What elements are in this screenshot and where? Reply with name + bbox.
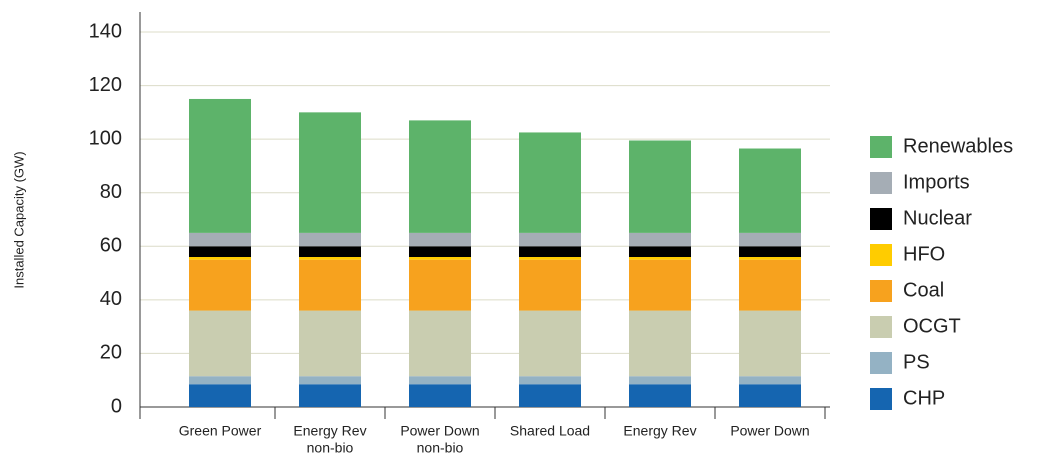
legend-label: Coal	[903, 279, 944, 301]
x-tick-label: non-bio	[307, 440, 354, 456]
x-tick-label: Green Power	[179, 423, 262, 439]
bar-segment	[629, 140, 691, 233]
bar-segment	[739, 310, 801, 377]
bar-segment	[519, 257, 581, 260]
bar-segment	[409, 120, 471, 233]
legend-swatch	[870, 388, 892, 410]
legend-label: CHP	[903, 387, 945, 409]
bar-segment	[189, 259, 251, 311]
x-tick-label: Energy Rev	[623, 423, 696, 439]
y-tick-label: 140	[89, 20, 122, 42]
bar-segment	[519, 376, 581, 385]
y-tick-label: 120	[89, 74, 122, 96]
legend-label: PS	[903, 351, 930, 373]
bar-segment	[409, 384, 471, 407]
bar-segment	[739, 384, 801, 407]
y-tick-label: 60	[100, 235, 122, 257]
bar-segment	[409, 259, 471, 311]
bar-segment	[739, 148, 801, 233]
bar-segment	[409, 310, 471, 377]
bar-segment	[189, 246, 251, 257]
bar-segment	[189, 384, 251, 407]
x-tick-label: Shared Load	[510, 423, 590, 439]
bar-segment	[629, 310, 691, 377]
legend-swatch	[870, 352, 892, 374]
y-tick-label: 100	[89, 127, 122, 149]
bar-segment	[519, 132, 581, 233]
bar-segment	[189, 232, 251, 247]
bar-segment	[519, 259, 581, 311]
bar-segment	[299, 384, 361, 407]
legend-swatch	[870, 244, 892, 266]
bar-segment	[739, 257, 801, 260]
bar-segment	[409, 376, 471, 385]
legend-swatch	[870, 280, 892, 302]
bar-segment	[519, 232, 581, 247]
bar-segment	[739, 259, 801, 311]
legend-swatch	[870, 316, 892, 338]
legend-label: OCGT	[903, 315, 961, 337]
bar-segment	[629, 376, 691, 385]
bar-segment	[739, 246, 801, 257]
bar-segment	[189, 257, 251, 260]
bar-segment	[299, 376, 361, 385]
bar-segment	[189, 98, 251, 233]
x-tick-label: Energy Rev	[293, 423, 366, 439]
bar-segment	[299, 257, 361, 260]
y-tick-label: 80	[100, 181, 122, 203]
legend-label: Nuclear	[903, 207, 972, 229]
bar-segment	[299, 259, 361, 311]
legend-label: HFO	[903, 243, 945, 265]
bar-segment	[519, 246, 581, 257]
bar-segment	[299, 232, 361, 247]
bar-segment	[629, 259, 691, 311]
bar-segment	[629, 232, 691, 247]
legend-label: Renewables	[903, 135, 1013, 157]
legend-label: Imports	[903, 171, 970, 193]
bar-segment	[409, 257, 471, 260]
bar-segment	[629, 257, 691, 260]
bar-segment	[519, 310, 581, 377]
y-axis-label: Installed Capacity (GW)	[11, 151, 26, 288]
legend-swatch	[870, 136, 892, 158]
y-tick-label: 40	[100, 288, 122, 310]
bar-segment	[299, 246, 361, 257]
x-tick-label: Power Down	[400, 423, 479, 439]
bar-segment	[189, 310, 251, 377]
bar-segment	[409, 246, 471, 257]
bar-segment	[519, 384, 581, 407]
bar-segment	[299, 310, 361, 377]
bar-segment	[739, 232, 801, 247]
bar-segment	[299, 112, 361, 233]
y-tick-label: 20	[100, 342, 122, 364]
legend-swatch	[870, 208, 892, 230]
bar-segment	[189, 376, 251, 385]
bar-segment	[629, 246, 691, 257]
bar-segment	[739, 376, 801, 385]
legend-swatch	[870, 172, 892, 194]
bar-segment	[409, 232, 471, 247]
x-tick-label: Power Down	[730, 423, 809, 439]
x-tick-label: non-bio	[417, 440, 464, 456]
y-tick-label: 0	[111, 395, 122, 417]
bar-segment	[629, 384, 691, 407]
